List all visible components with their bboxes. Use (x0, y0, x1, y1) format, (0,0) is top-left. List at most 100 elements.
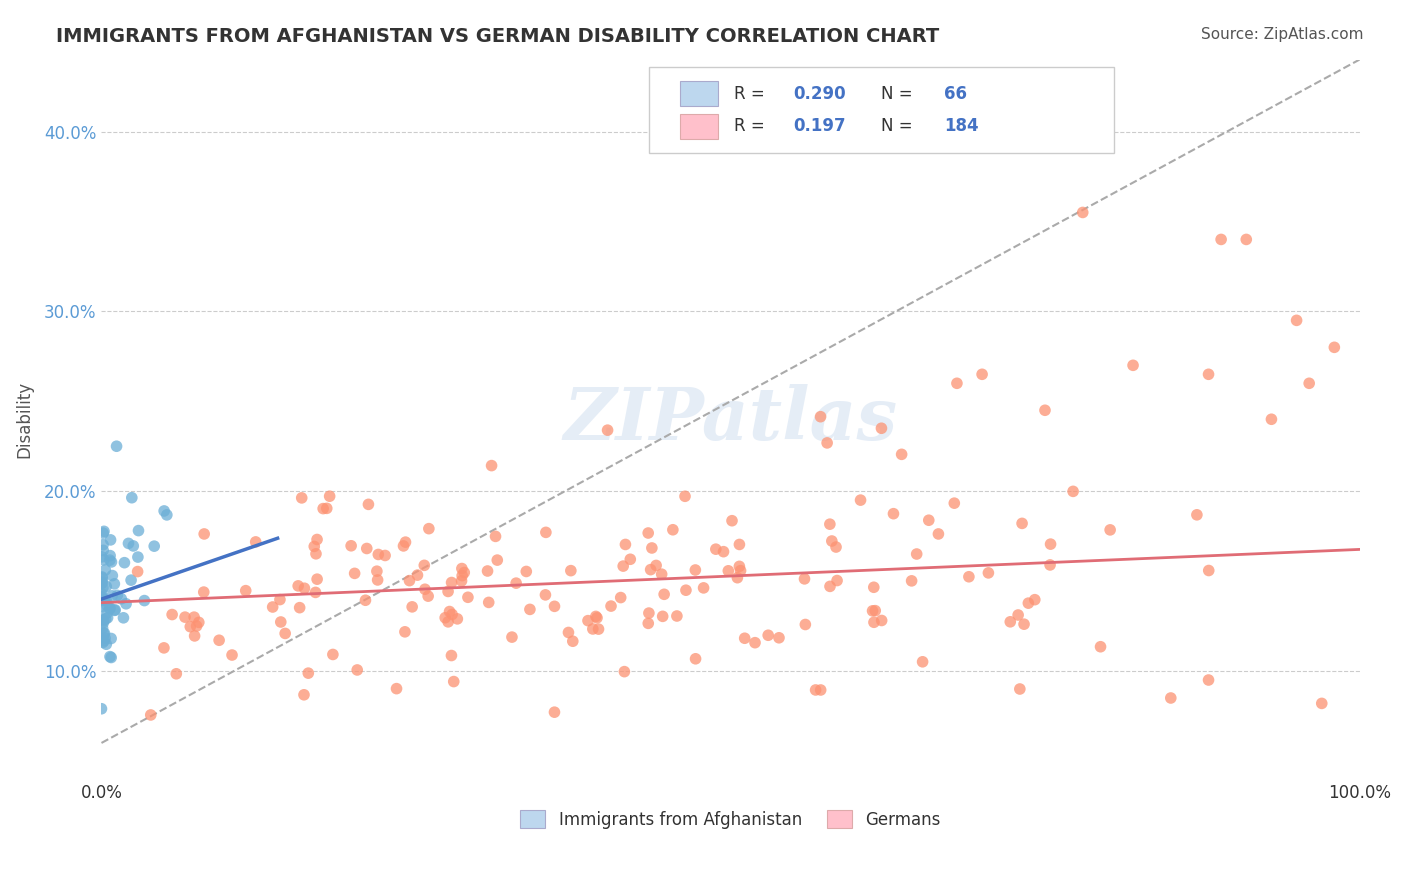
Point (640, 563, 662, 577)
Point (1090, 640, 1112, 654)
Point (446, 612, 468, 626)
Point (93, 626, 115, 640)
Point (165, 666, 187, 681)
Point (818, 579, 841, 593)
Point (305, 547, 328, 561)
Point (815, 436, 838, 450)
Text: 66: 66 (945, 85, 967, 103)
Point (340, 539, 363, 553)
Point (900, 574, 922, 588)
Point (235, 583, 257, 598)
Point (98, 549, 121, 563)
Point (870, 614, 893, 628)
Point (1071, 205, 1094, 219)
Point (183, 629, 205, 643)
Point (91, 581, 114, 595)
Point (543, 599, 565, 614)
Point (728, 537, 751, 551)
Text: 0.197: 0.197 (793, 118, 846, 136)
Point (90, 612, 112, 626)
Point (221, 648, 243, 662)
Point (1198, 673, 1220, 687)
Point (849, 493, 872, 508)
Point (90, 590, 112, 604)
Point (90, 575, 112, 590)
Text: ZIPatlas: ZIPatlas (564, 384, 897, 455)
Point (450, 574, 472, 588)
Point (287, 579, 309, 593)
Point (1122, 359, 1144, 373)
Point (96, 637, 118, 651)
Point (586, 611, 609, 625)
Point (946, 376, 969, 391)
Point (93, 615, 115, 630)
Point (121, 491, 143, 505)
Point (685, 652, 707, 666)
Point (957, 570, 980, 584)
Point (193, 585, 215, 599)
Point (1011, 516, 1033, 531)
Point (882, 507, 904, 521)
Point (291, 491, 314, 505)
Point (862, 580, 884, 594)
Point (721, 514, 744, 528)
Point (304, 540, 326, 554)
Point (561, 634, 583, 648)
Point (560, 564, 582, 578)
Point (94, 631, 117, 645)
Point (437, 615, 460, 629)
Point (105, 588, 128, 602)
Point (262, 600, 284, 615)
Point (297, 666, 319, 681)
Point (392, 539, 415, 553)
Point (117, 536, 139, 550)
Point (91, 538, 114, 552)
Point (794, 617, 817, 632)
Point (651, 567, 673, 582)
Point (652, 587, 675, 601)
Point (637, 616, 659, 631)
Point (600, 599, 623, 613)
Point (186, 619, 208, 633)
Point (437, 584, 460, 599)
Point (143, 539, 166, 553)
Point (1198, 564, 1220, 578)
Point (179, 620, 201, 634)
Point (406, 568, 429, 582)
Point (505, 576, 527, 591)
Point (1012, 617, 1035, 632)
Point (596, 423, 619, 437)
Point (1260, 412, 1282, 426)
Point (890, 447, 912, 461)
Point (91, 543, 114, 558)
Point (315, 501, 337, 516)
Point (585, 609, 607, 624)
Point (91, 590, 114, 604)
Point (98, 602, 121, 616)
Point (443, 674, 465, 689)
Point (93, 553, 115, 567)
Point (153, 504, 176, 518)
Point (105, 439, 128, 453)
Point (91, 526, 114, 541)
Point (98, 553, 121, 567)
Point (90, 587, 112, 601)
Text: R =: R = (734, 85, 770, 103)
Point (534, 525, 557, 540)
Point (357, 497, 380, 511)
Point (413, 558, 436, 573)
Point (439, 605, 461, 619)
Point (292, 688, 315, 702)
Point (637, 526, 659, 541)
Point (127, 565, 149, 579)
Point (96, 606, 118, 620)
Point (187, 615, 209, 630)
Point (645, 558, 668, 573)
Point (91, 574, 114, 589)
Point (576, 614, 599, 628)
Point (418, 589, 440, 603)
Point (91, 621, 114, 635)
Point (588, 622, 610, 636)
Point (1007, 607, 1029, 622)
Y-axis label: Disability: Disability (15, 381, 32, 458)
